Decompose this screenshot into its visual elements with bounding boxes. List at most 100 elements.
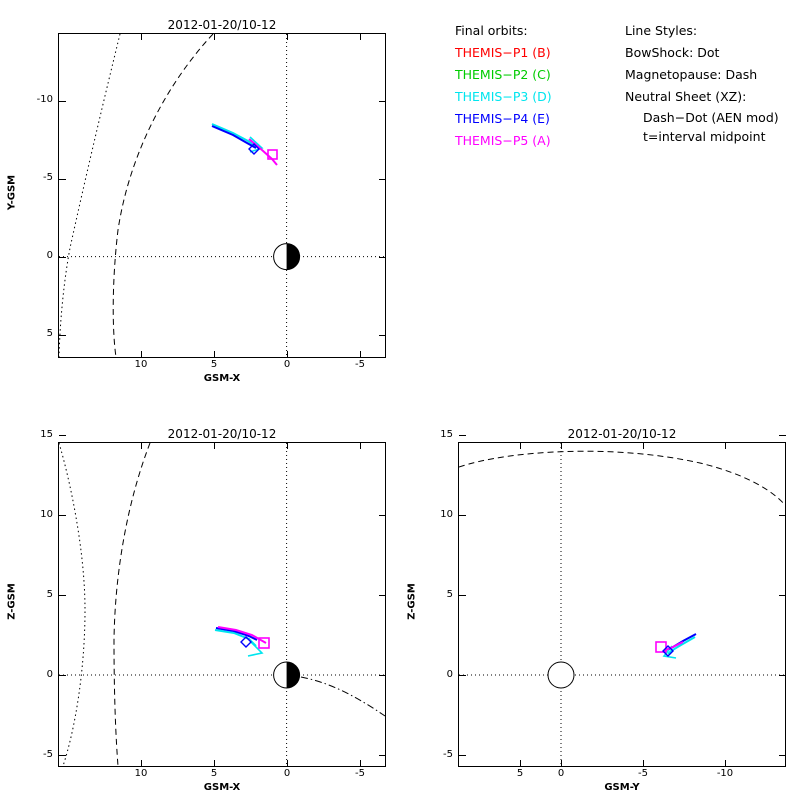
xy-ytick-5-right <box>379 334 386 336</box>
legend-header: Final orbits: <box>455 23 528 38</box>
panel-xy-frame <box>58 33 386 358</box>
xz-xtick-5-top <box>213 442 215 449</box>
panel-yz-plot <box>459 443 785 766</box>
xz-zaxis-label: Z-GSM <box>6 583 18 620</box>
xz-xaxis-label: GSM-X <box>203 782 241 793</box>
yz-ztick-15-right <box>779 435 786 436</box>
xy-xtick-10-top <box>140 33 142 40</box>
xz-xticklabel-10: 10 <box>134 768 148 779</box>
xy-yticklabel-5: 5 <box>46 328 53 339</box>
legend-label-p3: THEMIS−P3 (D) <box>455 89 552 104</box>
earth-symbol-yz <box>547 661 575 689</box>
legend-item-p1: THEMIS−P1 (B) <box>455 42 625 64</box>
legend-item-p4: THEMIS−P4 (E) <box>455 108 625 130</box>
xz-xticklabel-0: 0 <box>283 768 291 779</box>
xy-ytick-0 <box>59 256 66 258</box>
xy-xtick--5-top <box>359 33 361 40</box>
yz-yticklabel-5: 5 <box>516 768 524 779</box>
xy-ytick--5 <box>59 178 66 180</box>
track-p5-xz <box>217 626 270 649</box>
line-style-neutral-sheet: Neutral Sheet (XZ): <box>625 89 747 104</box>
yz-ytick-5 <box>520 760 521 767</box>
legend-label-p5: THEMIS−P5 (A) <box>455 133 551 148</box>
xz-ztick-0 <box>59 675 66 676</box>
xy-ytick--5-right <box>379 178 386 180</box>
yz-ztick-15 <box>459 435 466 436</box>
xy-xticklabel--5: -5 <box>355 359 365 370</box>
xz-ztick--5-right <box>379 755 386 756</box>
xz-xtick-0-top <box>286 442 288 449</box>
xy-yticklabel-0: 0 <box>46 250 53 261</box>
xz-zticklabel-10: 10 <box>40 509 53 520</box>
xy-ytick--10 <box>59 100 66 102</box>
xz-ztick-0-right <box>379 675 386 676</box>
yz-yaxis-label: GSM-Y <box>604 782 640 793</box>
xy-ytick-0-right <box>379 256 386 258</box>
xy-ytick--10-right <box>379 100 386 102</box>
xz-ztick-15 <box>59 435 66 436</box>
yz-ztick-5-right <box>779 595 786 596</box>
yz-ytick--10 <box>725 760 726 767</box>
yz-yticklabel-0: 0 <box>557 768 565 779</box>
xy-xtick-0 <box>286 351 288 358</box>
track-p4 <box>211 125 257 149</box>
line-style-time-note: t=interval midpoint <box>643 129 766 144</box>
xz-xtick--5-top <box>359 442 361 449</box>
panel-yz-title: 2012-01-20/10-12 <box>567 427 677 441</box>
xz-xticklabel-5: 5 <box>210 768 218 779</box>
track-p3 <box>211 123 264 153</box>
track-p4-xz <box>215 627 258 641</box>
xz-xtick-10-top <box>140 442 142 449</box>
xz-xtick--5 <box>359 760 361 767</box>
marker-diamond-p4 <box>248 143 260 155</box>
earth-symbol <box>273 243 301 271</box>
xz-xtick-10 <box>140 760 142 767</box>
line-style-magnetopause: Magnetopause: Dash <box>625 67 758 82</box>
xy-xticklabel-0: 0 <box>283 359 291 370</box>
legend-item-p5: THEMIS−P5 (A) <box>455 130 625 152</box>
panel-yz-frame <box>458 442 786 767</box>
yz-yticklabel--5: -5 <box>638 768 648 779</box>
panel-xy: 2012-01-20/10-12 <box>0 0 400 400</box>
line-styles-header: Line Styles: <box>625 23 698 38</box>
xz-xtick-0 <box>286 760 288 767</box>
legend-item-p2: THEMIS−P2 (C) <box>455 64 625 86</box>
xz-xticklabel--5: -5 <box>355 768 365 779</box>
yz-ytick--5 <box>643 760 644 767</box>
xz-zticklabel--5: -5 <box>43 749 53 760</box>
xz-xtick-5 <box>213 760 215 767</box>
xz-zticklabel-5: 5 <box>46 589 53 600</box>
xz-zticklabel-0: 0 <box>46 669 53 680</box>
xy-xtick-5 <box>213 351 215 358</box>
xz-ztick-5 <box>59 595 66 596</box>
xy-ytick-5 <box>59 334 66 336</box>
panel-xz: 2012-01-20/10-12 <box>0 410 400 800</box>
yz-zticklabel-0: 0 <box>446 669 453 680</box>
yz-ytick--5-top <box>643 442 644 449</box>
legend-final-orbits: Final orbits: THEMIS−P1 (B) THEMIS−P2 (C… <box>455 20 625 152</box>
yz-ztick--5-right <box>779 755 786 756</box>
xy-xtick-0-top <box>286 33 288 40</box>
yz-ytick-5-top <box>520 442 521 449</box>
marker-diamond-p4-xz <box>240 636 252 648</box>
legend-item-p3: THEMIS−P3 (D) <box>455 86 625 108</box>
yz-ztick-0-right <box>779 675 786 676</box>
legend-line-styles: Line Styles: BowShock: Dot Magnetopause:… <box>625 20 800 146</box>
xz-ztick-5-right <box>379 595 386 596</box>
track-p3-xz <box>214 629 264 657</box>
yz-zticklabel-5: 5 <box>446 589 453 600</box>
legend-label-p2: THEMIS−P2 (C) <box>455 67 551 82</box>
panel-xz-frame <box>58 442 386 767</box>
yz-ztick-10-right <box>779 515 786 516</box>
line-style-bowshock: BowShock: Dot <box>625 45 720 60</box>
yz-zaxis-label: Z-GSM <box>406 583 418 620</box>
xy-xaxis-label: GSM-X <box>203 373 241 384</box>
panel-yz: 2012-01-20/10-12 <box>400 410 800 800</box>
yz-zticklabel-10: 10 <box>440 509 453 520</box>
yz-yticklabel--10: -10 <box>716 768 734 779</box>
xz-zticklabel-15: 15 <box>40 429 53 440</box>
yz-ztick-0 <box>459 675 466 676</box>
xy-yticklabel--10: -10 <box>36 94 53 105</box>
track-p5-yz <box>655 641 684 653</box>
yz-ytick--10-top <box>725 442 726 449</box>
